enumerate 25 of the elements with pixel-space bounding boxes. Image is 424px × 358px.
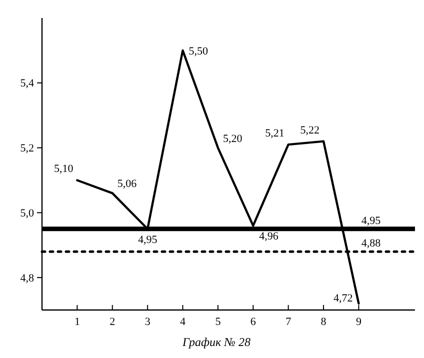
x-tick-label: 1	[74, 316, 80, 328]
y-tick-label: 4,8	[20, 272, 34, 284]
data-label: 5,06	[117, 178, 138, 190]
data-label: 5,10	[54, 163, 74, 176]
x-tick-label: 7	[286, 316, 292, 328]
x-tick-label: 9	[356, 316, 362, 328]
ref-line-label: 4,95	[361, 214, 382, 227]
y-tick-label: 5,2	[20, 142, 34, 155]
x-tick-label: 8	[320, 316, 327, 328]
data-label: 5,50	[188, 45, 209, 58]
data-label: 4,96	[259, 230, 279, 243]
data-label: 4,95	[138, 234, 158, 246]
x-tick-label: 4	[180, 316, 186, 328]
x-tick-label: 3	[144, 316, 151, 328]
data-label: 4,72	[333, 292, 353, 305]
text: График № 28	[182, 335, 250, 349]
x-tick-label: 5	[215, 316, 222, 328]
data-label: 5,20	[222, 132, 243, 145]
ref-line-label: 4,88	[361, 238, 382, 250]
y-tick-label: 5,0	[20, 208, 34, 220]
x-tick-label: 2	[110, 316, 116, 328]
y-tick-label: 5,4	[20, 78, 34, 90]
x-tick-label: 6	[250, 316, 256, 328]
data-label: 5,22	[300, 124, 320, 136]
data-label: 5,21	[265, 128, 284, 140]
